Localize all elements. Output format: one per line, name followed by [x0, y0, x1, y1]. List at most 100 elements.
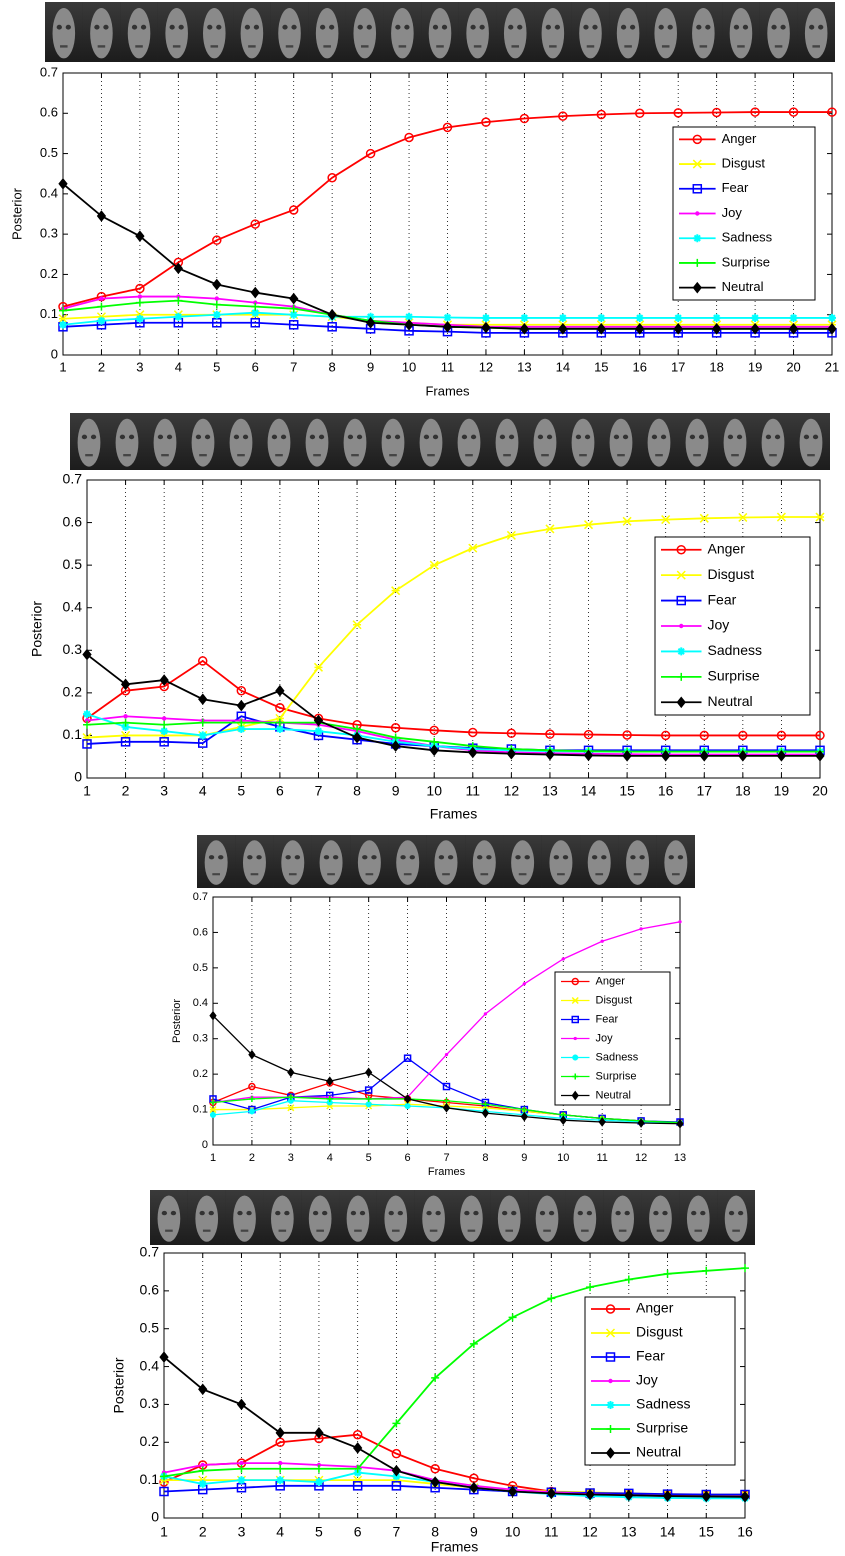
marker: [403, 1054, 412, 1062]
y-tick-label: 0: [151, 1509, 159, 1525]
y-tick-label: 0.1: [193, 1103, 208, 1115]
marker: [353, 1475, 363, 1485]
legend-marker: [605, 1328, 616, 1338]
y-axis-label: Posterior: [9, 187, 24, 240]
face-eye: [441, 24, 448, 30]
marker: [481, 321, 491, 334]
marker: [600, 939, 604, 943]
marker: [275, 725, 284, 734]
face-mouth: [323, 45, 331, 48]
face-eye: [332, 855, 339, 860]
marker: [598, 1117, 606, 1127]
face-eye: [486, 855, 492, 860]
face: [391, 8, 414, 59]
face: [319, 840, 343, 885]
face-eye: [247, 855, 253, 860]
marker: [635, 108, 645, 119]
x-tick-label: 8: [353, 783, 361, 799]
face: [52, 8, 76, 59]
face-eye: [291, 24, 297, 30]
y-tick-label: 0.2: [40, 266, 58, 281]
face-eye: [350, 1210, 357, 1216]
face-eye: [94, 24, 100, 30]
face-eye: [119, 434, 126, 440]
x-tick-label: 9: [392, 783, 400, 799]
marker: [558, 313, 567, 322]
face: [428, 8, 452, 59]
marker: [506, 728, 517, 739]
face-mouth: [812, 45, 820, 48]
marker: [519, 113, 530, 124]
face-eye: [780, 24, 786, 30]
chart: 1 2 3 4 5 6 7 8 9 10 11 12 13 14 15 16 17 18 19 2000.10.20.…: [29, 413, 830, 822]
face: [204, 840, 228, 885]
marker: [699, 750, 709, 762]
face: [723, 418, 747, 467]
marker: [83, 720, 91, 729]
face-eye: [385, 434, 392, 440]
face-eye: [432, 24, 439, 30]
face-mouth: [586, 45, 595, 48]
face-eye: [809, 24, 815, 30]
face-eye: [207, 24, 213, 30]
face-mouth: [699, 45, 708, 48]
face: [422, 1195, 445, 1242]
x-tick-label: 19: [774, 783, 790, 799]
face-eye: [256, 855, 262, 860]
marker: [635, 313, 644, 322]
marker: [481, 313, 490, 322]
legend-marker: [572, 1054, 579, 1061]
face-mouth: [732, 1229, 740, 1232]
face: [472, 840, 496, 885]
face-eye: [624, 1210, 630, 1216]
marker: [327, 322, 337, 332]
marker: [58, 177, 68, 190]
marker: [468, 543, 478, 553]
legend-marker: [571, 996, 579, 1005]
face-eye: [803, 434, 810, 440]
face-eye: [601, 855, 607, 860]
face: [203, 8, 226, 59]
legend-label: Joy: [636, 1372, 658, 1388]
face: [573, 1195, 597, 1242]
marker: [788, 107, 799, 117]
x-tick-label: 4: [199, 783, 207, 799]
legend-marker: [571, 1090, 579, 1101]
marker: [352, 731, 362, 744]
marker: [137, 294, 143, 299]
marker: [596, 109, 607, 120]
marker: [236, 1398, 247, 1411]
marker: [159, 674, 169, 686]
face-eye: [728, 1210, 735, 1216]
marker: [198, 1479, 207, 1488]
face-eye: [548, 1210, 555, 1216]
face-mouth: [285, 45, 294, 48]
x-tick-label: 3: [160, 783, 168, 799]
marker: [250, 286, 260, 299]
x-tick-label: 18: [709, 359, 723, 374]
face-eye: [629, 24, 636, 30]
x-tick-label: 10: [557, 1152, 569, 1164]
marker: [444, 1053, 449, 1057]
face-eye: [435, 1210, 441, 1216]
y-tick-label: 0.3: [63, 641, 83, 657]
x-tick-label: 10: [505, 1524, 521, 1540]
marker: [712, 313, 721, 322]
face: [384, 1195, 408, 1242]
marker: [622, 750, 632, 762]
face-mouth: [427, 454, 435, 457]
marker: [390, 740, 401, 752]
face: [686, 1195, 710, 1242]
marker: [429, 725, 439, 736]
legend-label: Neutral: [722, 279, 764, 294]
x-tick-label: 5: [366, 1152, 372, 1164]
face-eye: [161, 1210, 168, 1216]
marker: [121, 722, 130, 731]
face-eye: [357, 24, 363, 30]
face-eye: [208, 1210, 214, 1216]
marker: [789, 313, 798, 322]
legend-marker: [571, 1015, 579, 1024]
marker: [275, 713, 285, 723]
face-eye: [178, 24, 184, 30]
x-axis-label: Frames: [428, 1166, 466, 1178]
